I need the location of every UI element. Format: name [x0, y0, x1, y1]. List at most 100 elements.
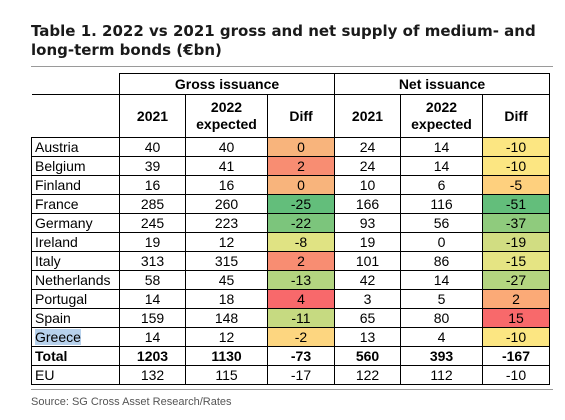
- net-2021-cell: 65: [334, 308, 401, 328]
- source-note: Source: SG Cross Asset Research/Rates: [31, 396, 232, 408]
- net-2022-cell: 80: [400, 308, 483, 328]
- country-name: Portugal: [35, 291, 88, 307]
- net-diff-cell: 2: [482, 289, 550, 309]
- country-cell: Belgium: [31, 156, 120, 176]
- gross-diff-cell: -73: [267, 346, 335, 366]
- net-2021-cell: 19: [334, 232, 401, 252]
- gross-diff-cell: 0: [267, 137, 335, 157]
- gross-2021-cell: 159: [119, 308, 186, 328]
- net-2022-cell: 0: [400, 232, 483, 252]
- gross-issuance-header: Gross issuance: [119, 73, 335, 95]
- net-issuance-header: Net issuance: [334, 73, 550, 95]
- country-cell: EU: [31, 365, 120, 385]
- gross-diff-cell: -25: [267, 194, 335, 214]
- gross-2021-cell: 245: [119, 213, 186, 233]
- gross-diff-header: Diff: [267, 94, 335, 138]
- country-cell: Austria: [31, 137, 120, 157]
- country-cell: Total: [31, 346, 120, 366]
- supply-table: Gross issuance Net issuance 2021 2022 ex…: [31, 73, 550, 385]
- title-line-1: Table 1. 2022 vs 2021 gross and net supp…: [31, 22, 536, 40]
- country-cell: Spain: [31, 308, 120, 328]
- country-name: Belgium: [35, 158, 86, 174]
- gross-2021-cell: 19: [119, 232, 186, 252]
- table-row: Netherlands 58 45 -13 42 14 -27: [31, 270, 550, 290]
- gross-2021-cell: 40: [119, 137, 186, 157]
- gross-2021-cell: 14: [119, 289, 186, 309]
- group-header-row: Gross issuance Net issuance: [31, 73, 550, 95]
- net-2022-cell: 56: [400, 213, 483, 233]
- net-diff-cell: 15: [482, 308, 550, 328]
- gross-2022-cell: 148: [185, 308, 268, 328]
- country-cell: Finland: [31, 175, 120, 195]
- net-2021-cell: 560: [334, 346, 401, 366]
- net-diff-header: Diff: [482, 94, 550, 138]
- country-name: Spain: [35, 310, 71, 326]
- net-diff-cell: -10: [482, 156, 550, 176]
- gross-2022-header-line1: 2022: [210, 99, 243, 115]
- table-row: Italy 313 315 2 101 86 -15: [31, 251, 550, 271]
- gross-2022-cell: 40: [185, 137, 268, 157]
- country-name: Ireland: [35, 234, 78, 250]
- net-diff-cell: -5: [482, 175, 550, 195]
- gross-2022-cell: 115: [185, 365, 268, 385]
- net-2021-cell: 24: [334, 156, 401, 176]
- gross-2022-cell: 16: [185, 175, 268, 195]
- net-2021-cell: 24: [334, 137, 401, 157]
- header-blank: [31, 73, 120, 95]
- net-diff-cell: -19: [482, 232, 550, 252]
- country-name: Finland: [35, 177, 81, 193]
- gross-diff-cell: -2: [267, 327, 335, 347]
- country-name: Netherlands: [35, 272, 111, 288]
- country-cell: France: [31, 194, 120, 214]
- table-title: Table 1. 2022 vs 2021 gross and net supp…: [31, 22, 559, 60]
- gross-2022-cell: 1130: [185, 346, 268, 366]
- country-cell: Netherlands: [31, 270, 120, 290]
- gross-2022-cell: 12: [185, 232, 268, 252]
- column-header-row: 2021 2022 expected Diff 2021 2022 expect…: [31, 94, 550, 138]
- gross-2022-cell: 260: [185, 194, 268, 214]
- net-2022-cell: 116: [400, 194, 483, 214]
- gross-2021-cell: 313: [119, 251, 186, 271]
- gross-2022-cell: 315: [185, 251, 268, 271]
- gross-diff-cell: -8: [267, 232, 335, 252]
- gross-2022-cell: 41: [185, 156, 268, 176]
- country-name: Greece: [35, 329, 81, 345]
- gross-2022-cell: 223: [185, 213, 268, 233]
- country-name: Italy: [35, 253, 61, 269]
- net-2021-cell: 101: [334, 251, 401, 271]
- net-2022-cell: 393: [400, 346, 483, 366]
- country-name: France: [35, 196, 79, 212]
- country-name: Austria: [35, 139, 79, 155]
- net-2022-header-line2: expected: [411, 116, 472, 132]
- net-2021-cell: 10: [334, 175, 401, 195]
- gross-2021-cell: 16: [119, 175, 186, 195]
- country-cell: Ireland: [31, 232, 120, 252]
- net-2021-cell: 93: [334, 213, 401, 233]
- title-rule: [31, 66, 553, 67]
- net-2022-cell: 6: [400, 175, 483, 195]
- net-2022-cell: 14: [400, 156, 483, 176]
- gross-2021-cell: 14: [119, 327, 186, 347]
- gross-2021-cell: 58: [119, 270, 186, 290]
- net-diff-cell: -10: [482, 365, 550, 385]
- net-2021-cell: 122: [334, 365, 401, 385]
- table-row: Portugal 14 18 4 3 5 2: [31, 289, 550, 309]
- table-row: Austria 40 40 0 24 14 -10: [31, 137, 550, 157]
- gross-diff-cell: 2: [267, 251, 335, 271]
- net-2022-cell: 5: [400, 289, 483, 309]
- header-blank-2: [31, 94, 120, 138]
- net-2021-cell: 3: [334, 289, 401, 309]
- total-row: Total 1203 1130 -73 560 393 -167: [31, 346, 550, 366]
- gross-2021-cell: 285: [119, 194, 186, 214]
- country-name: EU: [35, 367, 55, 383]
- gross-2022-header: 2022 expected: [185, 94, 268, 138]
- net-2022-cell: 4: [400, 327, 483, 347]
- gross-diff-cell: -17: [267, 365, 335, 385]
- gross-2021-header: 2021: [119, 94, 186, 138]
- country-cell: Italy: [31, 251, 120, 271]
- footer-rule: [31, 389, 553, 390]
- net-diff-cell: -51: [482, 194, 550, 214]
- gross-2022-cell: 18: [185, 289, 268, 309]
- table-row: Greece 14 12 -2 13 4 -10: [31, 327, 550, 347]
- country-cell: Portugal: [31, 289, 120, 309]
